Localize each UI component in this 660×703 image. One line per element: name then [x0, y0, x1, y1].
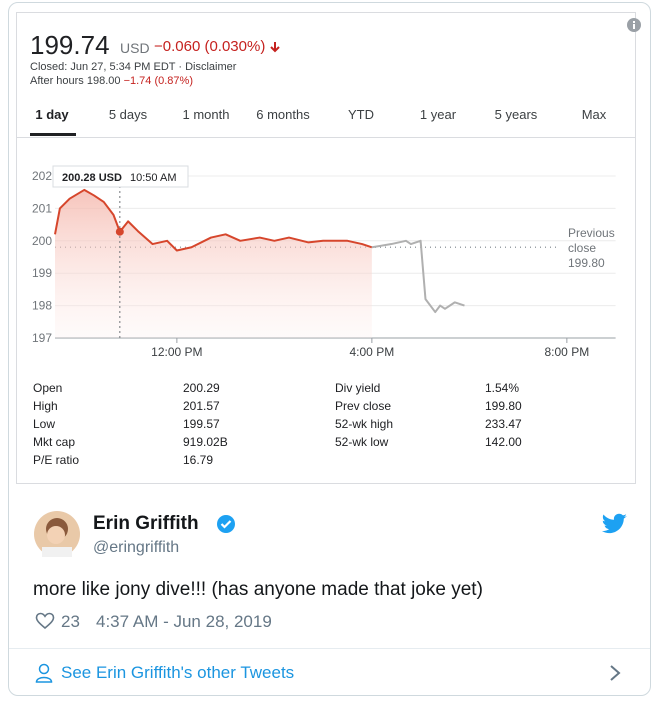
like-icon[interactable] — [35, 612, 55, 630]
closed-info: Closed: Jun 27, 5:34 PM EDT · Disclaimer — [30, 61, 237, 73]
tab[interactable]: 1 month — [182, 107, 230, 122]
stat-label: 52-wk low — [335, 435, 389, 449]
area-fill — [55, 189, 372, 338]
y-tick-label: 201 — [32, 201, 52, 215]
chevron[interactable] — [608, 664, 622, 682]
price: 199.74 — [30, 30, 110, 60]
after-hours: After hours 198.00 −1.74 (0.87%) — [30, 75, 193, 87]
avatar[interactable] — [34, 511, 80, 557]
stat-value: 142.00 — [485, 435, 522, 449]
tooltip-dot — [115, 227, 124, 236]
like-count[interactable]: 23 — [61, 612, 80, 631]
tab[interactable]: 5 years — [494, 107, 538, 122]
author-handle[interactable]: @eringriffith — [93, 539, 180, 556]
after-hours-change: −1.74 (0.87%) — [123, 75, 193, 87]
stat-value: 919.02B — [183, 435, 228, 449]
stat-label: Prev close — [335, 399, 392, 413]
stat-value: 199.80 — [485, 399, 522, 413]
tooltip-box — [52, 165, 189, 188]
stat-value: 233.47 — [485, 417, 522, 431]
person-icon — [35, 663, 53, 683]
y-tick-label: 199 — [32, 266, 52, 280]
stat-label: Mkt cap — [33, 435, 76, 449]
tab[interactable]: 1 year — [419, 107, 457, 122]
stat-label: 52-wk high — [335, 417, 394, 431]
reference-value: 199.80 — [568, 256, 605, 270]
x-tick-label: 8:00 PM — [545, 345, 590, 359]
stat-label: P/E ratio — [33, 453, 80, 467]
tab[interactable]: 1 day — [35, 107, 69, 122]
change: −0.060 (0.030%) — [154, 38, 266, 55]
price-line — [371, 239, 465, 314]
y-tick-label: 200 — [32, 234, 52, 248]
footer-link[interactable]: See Erin Griffith's other Tweets — [61, 663, 295, 682]
stat-label: Open — [33, 381, 63, 395]
info-icon[interactable] — [626, 17, 642, 33]
tab-underline — [30, 133, 76, 136]
currency: USD — [120, 40, 150, 56]
reference-text: Previous close — [568, 226, 615, 255]
stat-label: Low — [33, 417, 56, 431]
tweet-card — [8, 2, 651, 696]
stock-card — [16, 12, 636, 484]
tab[interactable]: YTD — [348, 107, 374, 122]
down-arrow — [270, 42, 280, 53]
tweet-text: more like jony dive!!! (has anyone made … — [33, 579, 483, 600]
chart: 197 198 199 200 201 202 12:00 PM 4:00 PM 8:00 PM… — [32, 165, 616, 359]
stat-value: 199.57 — [183, 417, 220, 431]
verified-badge — [217, 515, 235, 533]
x-tick-label: 12:00 PM — [151, 345, 202, 359]
author-name[interactable]: Erin Griffith — [93, 513, 199, 534]
price-line — [54, 188, 373, 252]
y-tick-label: 197 — [32, 331, 52, 345]
twitter-logo[interactable] — [602, 513, 628, 535]
stat-label: Div yield — [335, 381, 381, 395]
y-tick-label: 202 — [32, 169, 52, 183]
tab[interactable]: 6 months — [256, 107, 310, 122]
stat-value: 201.57 — [183, 399, 220, 413]
tooltip-value: 200.28 USD — [62, 172, 122, 184]
stat-value: 16.79 — [183, 453, 214, 467]
tweet-time[interactable]: 4:37 AM - Jun 28, 2019 — [96, 612, 272, 631]
tab-divider — [17, 137, 635, 138]
tooltip-time: 10:50 AM — [130, 172, 176, 184]
x-tick-label: 4:00 PM — [350, 345, 395, 359]
after-hours-price: After hours 198.00 — [30, 75, 121, 87]
stat-value: 1.54% — [485, 381, 520, 395]
stat-value: 200.29 — [183, 381, 220, 395]
tab[interactable]: Max — [581, 107, 607, 122]
y-tick-label: 198 — [32, 299, 52, 313]
footer-divider — [9, 648, 650, 649]
tab[interactable]: 5 days — [108, 107, 148, 122]
stat-label: High — [33, 399, 58, 413]
